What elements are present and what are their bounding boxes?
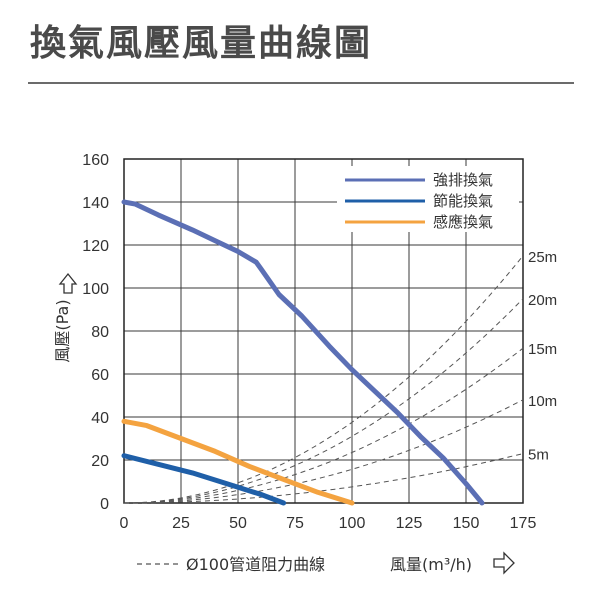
y-tick-label: 0 <box>100 496 109 513</box>
y-axis-arrow-icon <box>58 272 78 294</box>
x-tick-label: 25 <box>172 515 190 532</box>
resistance-curve-label: 20m <box>528 292 557 309</box>
y-tick-label: 160 <box>82 152 109 169</box>
y-tick-label: 40 <box>91 410 109 427</box>
series-line <box>121 418 355 506</box>
y-tick-label: 80 <box>91 324 109 341</box>
resistance-curve <box>124 399 524 504</box>
y-tick-label: 60 <box>91 367 109 384</box>
resistance-curve <box>124 298 524 504</box>
y-axis-label: 風壓(Pa) <box>53 299 72 362</box>
x-tick-label: 125 <box>396 515 423 532</box>
resistance-curve-label: 25m <box>528 249 557 266</box>
resistance-curve-label: 5m <box>528 447 549 464</box>
x-tick-label: 175 <box>510 515 537 532</box>
resistance-curve <box>124 347 524 504</box>
plot-frame <box>123 158 524 504</box>
y-tick-label: 100 <box>82 281 109 298</box>
resistance-curve-label: 15m <box>528 341 557 358</box>
series-line <box>121 453 287 506</box>
legend-label: 節能換氣 <box>433 192 493 210</box>
resistance-curve-label: 10m <box>528 393 557 410</box>
page-title: 換氣風壓風量曲線圖 <box>30 23 373 64</box>
legend-label: 強排換氣 <box>433 171 493 189</box>
x-tick-label: 50 <box>229 515 247 532</box>
series-line <box>121 199 485 506</box>
y-tick-label: 20 <box>91 453 109 470</box>
title-divider <box>28 82 574 84</box>
x-tick-label: 100 <box>339 515 366 532</box>
x-tick-label: 75 <box>286 515 304 532</box>
resistance-legend-label: Ø100管道阻力曲線 <box>186 555 325 574</box>
x-tick-label: 0 <box>120 515 129 532</box>
x-axis-label: 風量(m³/h) <box>390 555 472 574</box>
resistance-curve <box>124 453 524 504</box>
x-axis-arrow-icon <box>493 551 515 575</box>
x-tick-label: 150 <box>453 515 480 532</box>
resistance-curve <box>123 255 524 504</box>
y-tick-label: 140 <box>82 195 109 212</box>
legend-label: 感應換氣 <box>433 213 493 231</box>
y-tick-label: 120 <box>82 238 109 255</box>
